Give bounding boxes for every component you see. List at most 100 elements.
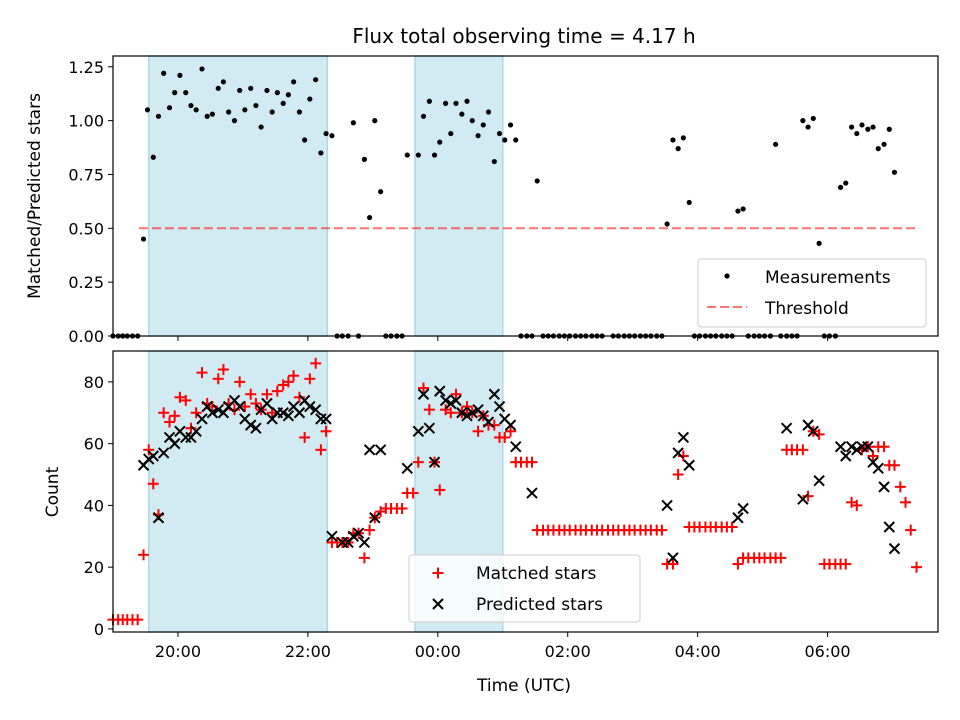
measurement-point	[448, 130, 454, 137]
measurement-point	[144, 107, 151, 113]
measurement-point	[865, 126, 871, 132]
x-tick-label: 02:00	[545, 642, 591, 661]
bottom-axes-frame	[112, 350, 939, 633]
bottom-y-tick-label: 0	[94, 620, 104, 639]
matched-star-point	[775, 552, 787, 564]
measurement-point	[534, 178, 540, 184]
measurement-point	[161, 70, 167, 76]
measurement-point	[805, 124, 811, 130]
matched-star-point	[878, 441, 890, 453]
matched-star-point	[412, 456, 424, 468]
measurement-point	[193, 107, 199, 113]
matched-star-point	[320, 425, 332, 437]
measurement-point	[274, 90, 280, 96]
measurement-point	[237, 87, 243, 94]
predicted-star-point	[434, 385, 446, 397]
predicted-star-point	[326, 530, 338, 542]
matched-star-point	[288, 370, 300, 382]
legend-predicted-marker	[432, 598, 444, 610]
matched-star-point	[158, 407, 170, 419]
matched-star-point	[732, 558, 744, 570]
measurement-point	[372, 118, 378, 124]
top-legend-box	[697, 258, 927, 328]
predicted-star-point	[147, 450, 159, 462]
legend-x-glyph	[432, 598, 444, 610]
matched-star-point	[132, 614, 144, 626]
matched-star-point	[282, 376, 294, 388]
bottom-y-tick-label: 40	[84, 496, 104, 515]
predicted-star-point	[152, 512, 165, 524]
measurement-point	[480, 122, 486, 128]
matched-star-point	[266, 407, 278, 419]
predicted-star-point	[358, 536, 371, 549]
matched-star-point	[526, 456, 538, 468]
measurement-point	[361, 156, 367, 162]
measurement-point	[437, 139, 443, 145]
measurement-point	[215, 85, 221, 91]
measurement-point	[496, 130, 503, 137]
matched-star-point	[245, 388, 257, 400]
measurement-point	[248, 85, 254, 91]
predicted-star-point	[190, 425, 202, 437]
matched-star-point	[461, 401, 473, 413]
measurement-point	[686, 199, 692, 206]
bottom-panel: 0 20 40 60 80 20:00 22:00 00:00 02:00 04:00 06:00…	[43, 350, 939, 696]
top-x-ticks	[177, 336, 829, 341]
bottom-x-ticks: 20:00 22:00 00:00 02:00 04:00 06:00	[155, 632, 851, 661]
matched-star-point	[900, 496, 912, 508]
predicted-star-point	[250, 422, 262, 434]
measurement-point	[891, 169, 898, 175]
predicted-star-point	[872, 462, 884, 475]
legend-measurements-label: Measurements	[765, 268, 891, 288]
matched-star-point	[304, 373, 316, 385]
predicted-star-point	[456, 407, 468, 419]
measurement-point	[323, 130, 329, 137]
measurement-point	[307, 96, 313, 102]
measurement-point	[209, 111, 215, 117]
x-tick-label: 06:00	[805, 642, 851, 661]
top-y-tick-label: 0.00	[68, 327, 104, 346]
bottom-y-ticks: 0 20 40 60 80	[84, 373, 113, 639]
predicted-star-point	[417, 388, 430, 400]
measurement-point	[680, 135, 686, 141]
measurement-point	[177, 72, 183, 78]
predicted-star-point	[526, 487, 538, 499]
predicted-star-point	[428, 456, 441, 468]
measurement-point	[329, 133, 335, 139]
legend-matched-marker	[432, 567, 444, 579]
measurement-point	[226, 109, 232, 115]
predicted-star-point	[883, 521, 895, 533]
bottom-y-axis-label: Count	[43, 466, 63, 517]
measurement-point	[464, 98, 470, 104]
predicted-star-point	[352, 527, 365, 539]
predicted-star-point	[813, 474, 825, 487]
predicted-star-point	[510, 441, 522, 453]
predicted-star-point	[304, 400, 316, 413]
matched-star-point	[180, 394, 192, 406]
predicted-star-point	[482, 416, 495, 428]
top-y-tick-label: 1.25	[68, 58, 104, 77]
matched-star-point	[261, 388, 273, 400]
matched-star-point	[239, 401, 251, 413]
measurement-point	[886, 126, 892, 132]
predicted-star-point	[493, 400, 506, 413]
measurement-point	[296, 109, 303, 115]
matched-star-point	[888, 459, 900, 471]
measurement-point	[183, 90, 189, 96]
top-panel: 0.00 0.25 0.50 0.75 1.00 1.25 Matched/Predict…	[25, 55, 939, 346]
x-tick-label: 20:00	[155, 642, 201, 661]
top-y-tick-label: 1.00	[68, 112, 104, 131]
measurement-point	[475, 133, 481, 139]
predicted-star-point	[233, 400, 246, 413]
matched-star-point	[445, 407, 457, 419]
predicted-star-point	[845, 441, 858, 453]
measurement-point	[491, 158, 497, 165]
measurement-point	[172, 90, 178, 96]
measurement-point	[204, 113, 210, 119]
predicted-star-point	[347, 530, 360, 542]
predicted-star-point	[212, 403, 224, 416]
measurement-point	[155, 113, 162, 119]
matched-star-point	[677, 450, 689, 462]
measurement-point	[166, 105, 173, 111]
